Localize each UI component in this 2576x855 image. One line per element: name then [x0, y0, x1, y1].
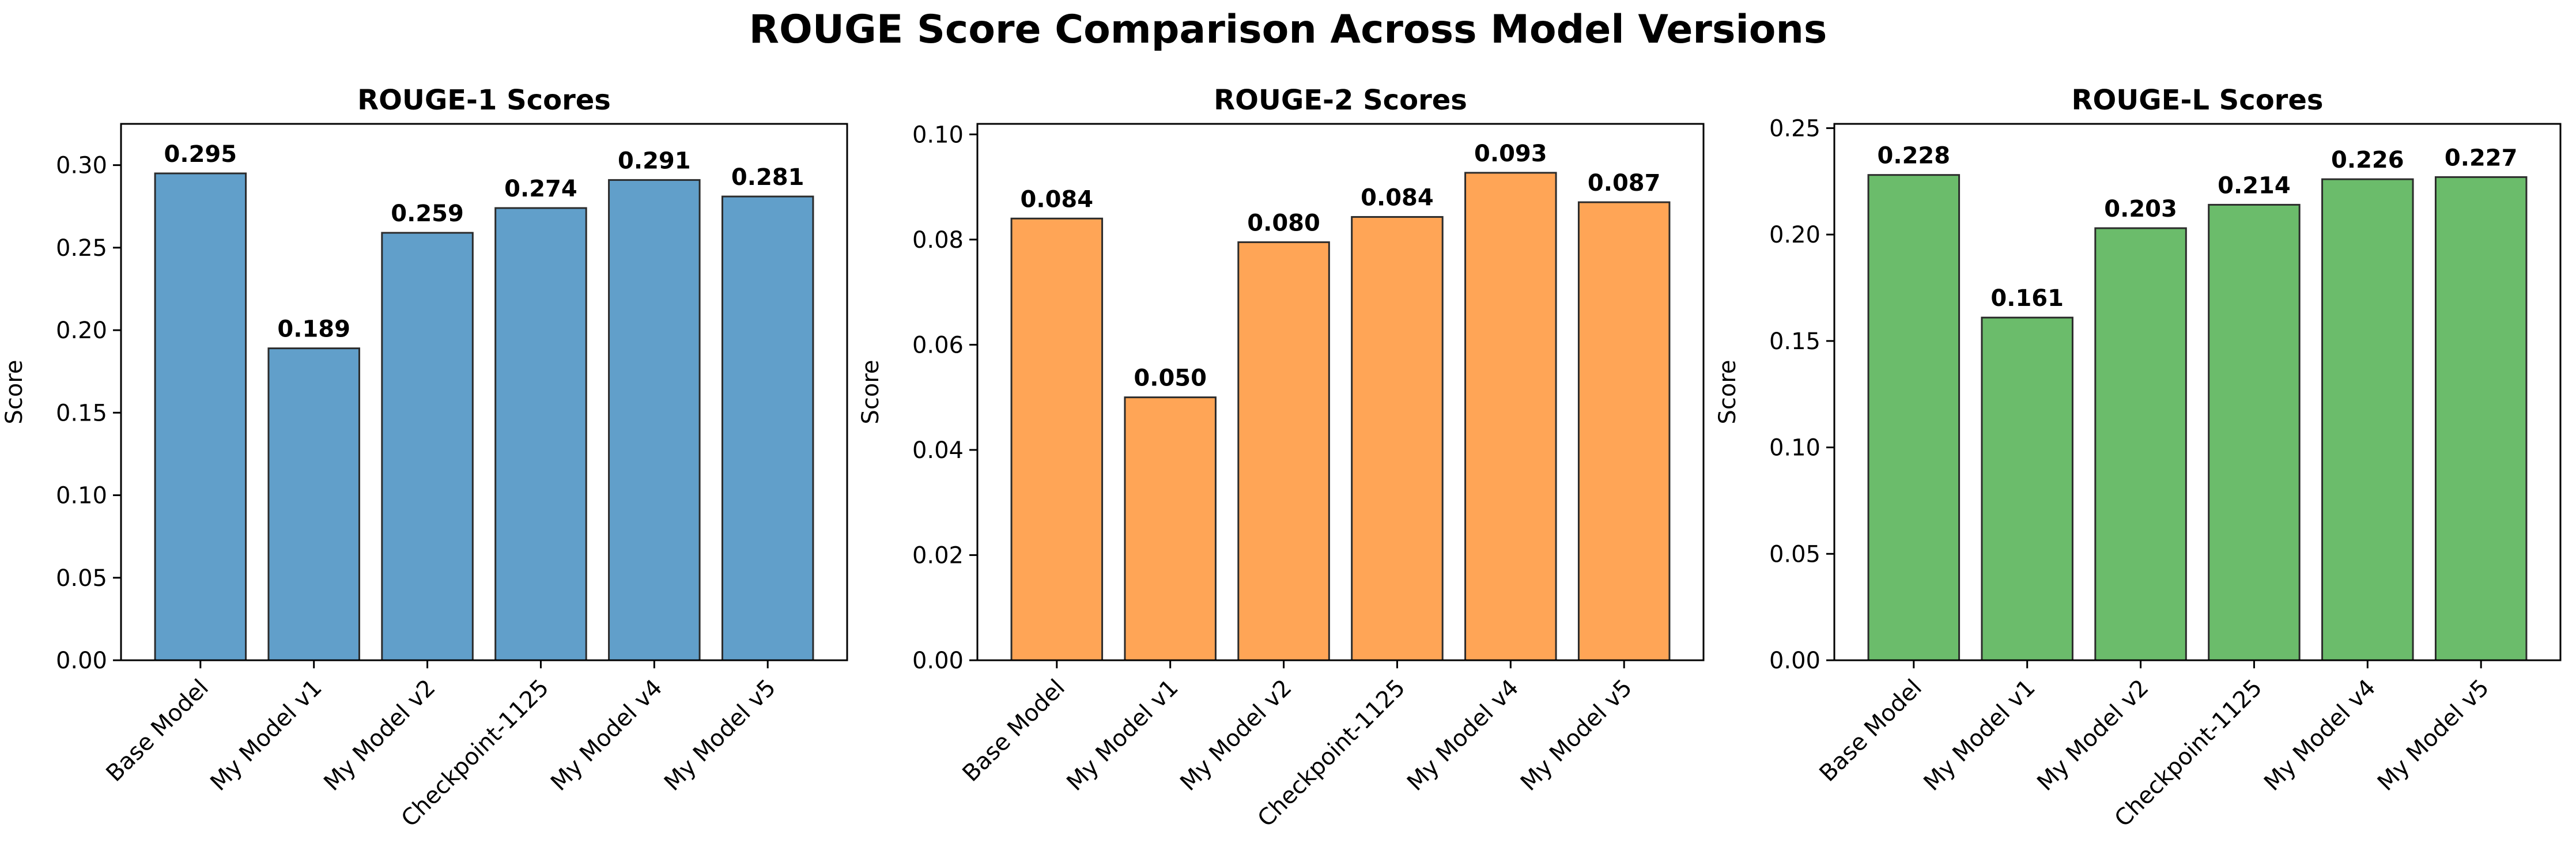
y-tick-label: 0.20 [56, 317, 107, 344]
x-tick-label: My Model v4 [2259, 675, 2381, 796]
bar-4 [1351, 216, 1444, 661]
bar-value-label: 0.080 [1247, 210, 1320, 236]
plot-frame [976, 123, 1705, 661]
y-tick-label: 0.06 [912, 332, 964, 358]
y-tick-label: 0.00 [56, 648, 107, 674]
bar-5 [608, 179, 701, 661]
chart-title: ROUGE-L Scores [2072, 84, 2324, 116]
bar-value-label: 0.228 [1878, 143, 1951, 169]
y-tick-label: 0.25 [1769, 115, 1820, 142]
bar-value-label: 0.203 [2104, 196, 2177, 222]
bar-value-label: 0.214 [2218, 172, 2291, 199]
x-tick-label: Base Model [1815, 675, 1927, 787]
plot-frame [120, 123, 848, 661]
bar-value-label: 0.050 [1134, 365, 1207, 392]
x-tick-label: My Model v2 [319, 675, 440, 796]
y-tick-label: 0.10 [1769, 435, 1820, 461]
bar-2 [1124, 396, 1217, 661]
bar-value-label: 0.161 [1990, 285, 2064, 312]
bar-value-label: 0.087 [1588, 170, 1661, 196]
bar-value-label: 0.227 [2445, 145, 2518, 171]
bar-6 [2434, 176, 2528, 661]
x-tick-label: My Model v4 [1402, 675, 1524, 796]
bar-4 [2208, 203, 2301, 661]
y-tick-label: 0.15 [56, 400, 107, 426]
y-tick-label: 0.10 [56, 483, 107, 509]
x-tick-label: My Model v5 [659, 675, 781, 796]
bar-4 [494, 207, 587, 661]
y-tick-label: 0.04 [912, 437, 964, 464]
y-axis-label: Score [1, 360, 28, 424]
plot-frame [1833, 123, 2562, 661]
chart-panel-1: ROUGE-1 Scores 0.295 0.189 0.259 0.274 0.291 0… [1, 84, 848, 832]
y-tick-label: 0.15 [1769, 328, 1820, 355]
y-tick-label: 0.00 [912, 648, 964, 674]
chart-title: ROUGE-2 Scores [1214, 84, 1467, 116]
bar-value-label: 0.259 [391, 200, 464, 227]
x-tick-label: My Model v5 [1516, 675, 1637, 796]
bar-3 [2094, 227, 2187, 661]
bar-6 [721, 195, 814, 661]
y-tick-label: 0.05 [1769, 541, 1820, 568]
bar-5 [1464, 172, 1557, 661]
y-axis-label: Score [1714, 360, 1741, 424]
bar-1 [1010, 217, 1104, 661]
bar-2 [1981, 316, 2073, 661]
chart-title: ROUGE-1 Scores [357, 84, 611, 116]
x-tick-label: Base Model [101, 675, 214, 787]
bar-value-label: 0.281 [731, 164, 804, 191]
x-tick-label: My Model v4 [546, 675, 667, 796]
figure-title: ROUGE Score Comparison Across Model Vers… [749, 7, 1827, 52]
bar-5 [2321, 178, 2414, 661]
chart-panel-2: ROUGE-2 Scores 0.084 0.050 0.080 0.084 0.093 0… [858, 84, 1705, 832]
bar-value-label: 0.295 [164, 141, 237, 168]
y-tick-label: 0.05 [56, 565, 107, 592]
bar-value-label: 0.226 [2331, 147, 2404, 173]
x-tick-label: My Model v2 [1175, 675, 1297, 796]
bar-value-label: 0.084 [1021, 186, 1094, 213]
bar-value-label: 0.274 [504, 176, 577, 202]
bar-value-label: 0.093 [1474, 141, 1547, 167]
bar-1 [1867, 174, 1961, 661]
chart-panel-3: ROUGE-L Scores 0.228 0.161 0.203 0.214 0.226 0… [1714, 84, 2562, 832]
bar-6 [1577, 201, 1671, 661]
x-tick-label: My Model v1 [205, 675, 327, 796]
y-tick-label: 0.30 [56, 153, 107, 179]
x-tick-label: My Model v1 [1062, 675, 1183, 796]
bar-1 [154, 172, 247, 661]
y-tick-label: 0.10 [912, 122, 964, 148]
y-tick-label: 0.02 [912, 542, 964, 569]
bar-3 [1237, 241, 1330, 661]
x-tick-label: My Model v5 [2373, 675, 2494, 796]
y-axis-label: Score [858, 360, 884, 424]
bar-value-label: 0.189 [277, 316, 350, 343]
bar-3 [381, 232, 474, 661]
x-tick-label: My Model v2 [2032, 675, 2154, 796]
y-tick-label: 0.00 [1769, 648, 1820, 674]
bar-value-label: 0.291 [618, 147, 691, 174]
x-tick-label: My Model v1 [1918, 675, 2040, 796]
y-tick-label: 0.20 [1769, 222, 1820, 248]
x-tick-label: Base Model [958, 675, 1070, 787]
y-tick-label: 0.08 [912, 227, 964, 254]
y-tick-label: 0.25 [56, 235, 107, 262]
bar-2 [267, 347, 360, 661]
bar-value-label: 0.084 [1361, 185, 1434, 211]
